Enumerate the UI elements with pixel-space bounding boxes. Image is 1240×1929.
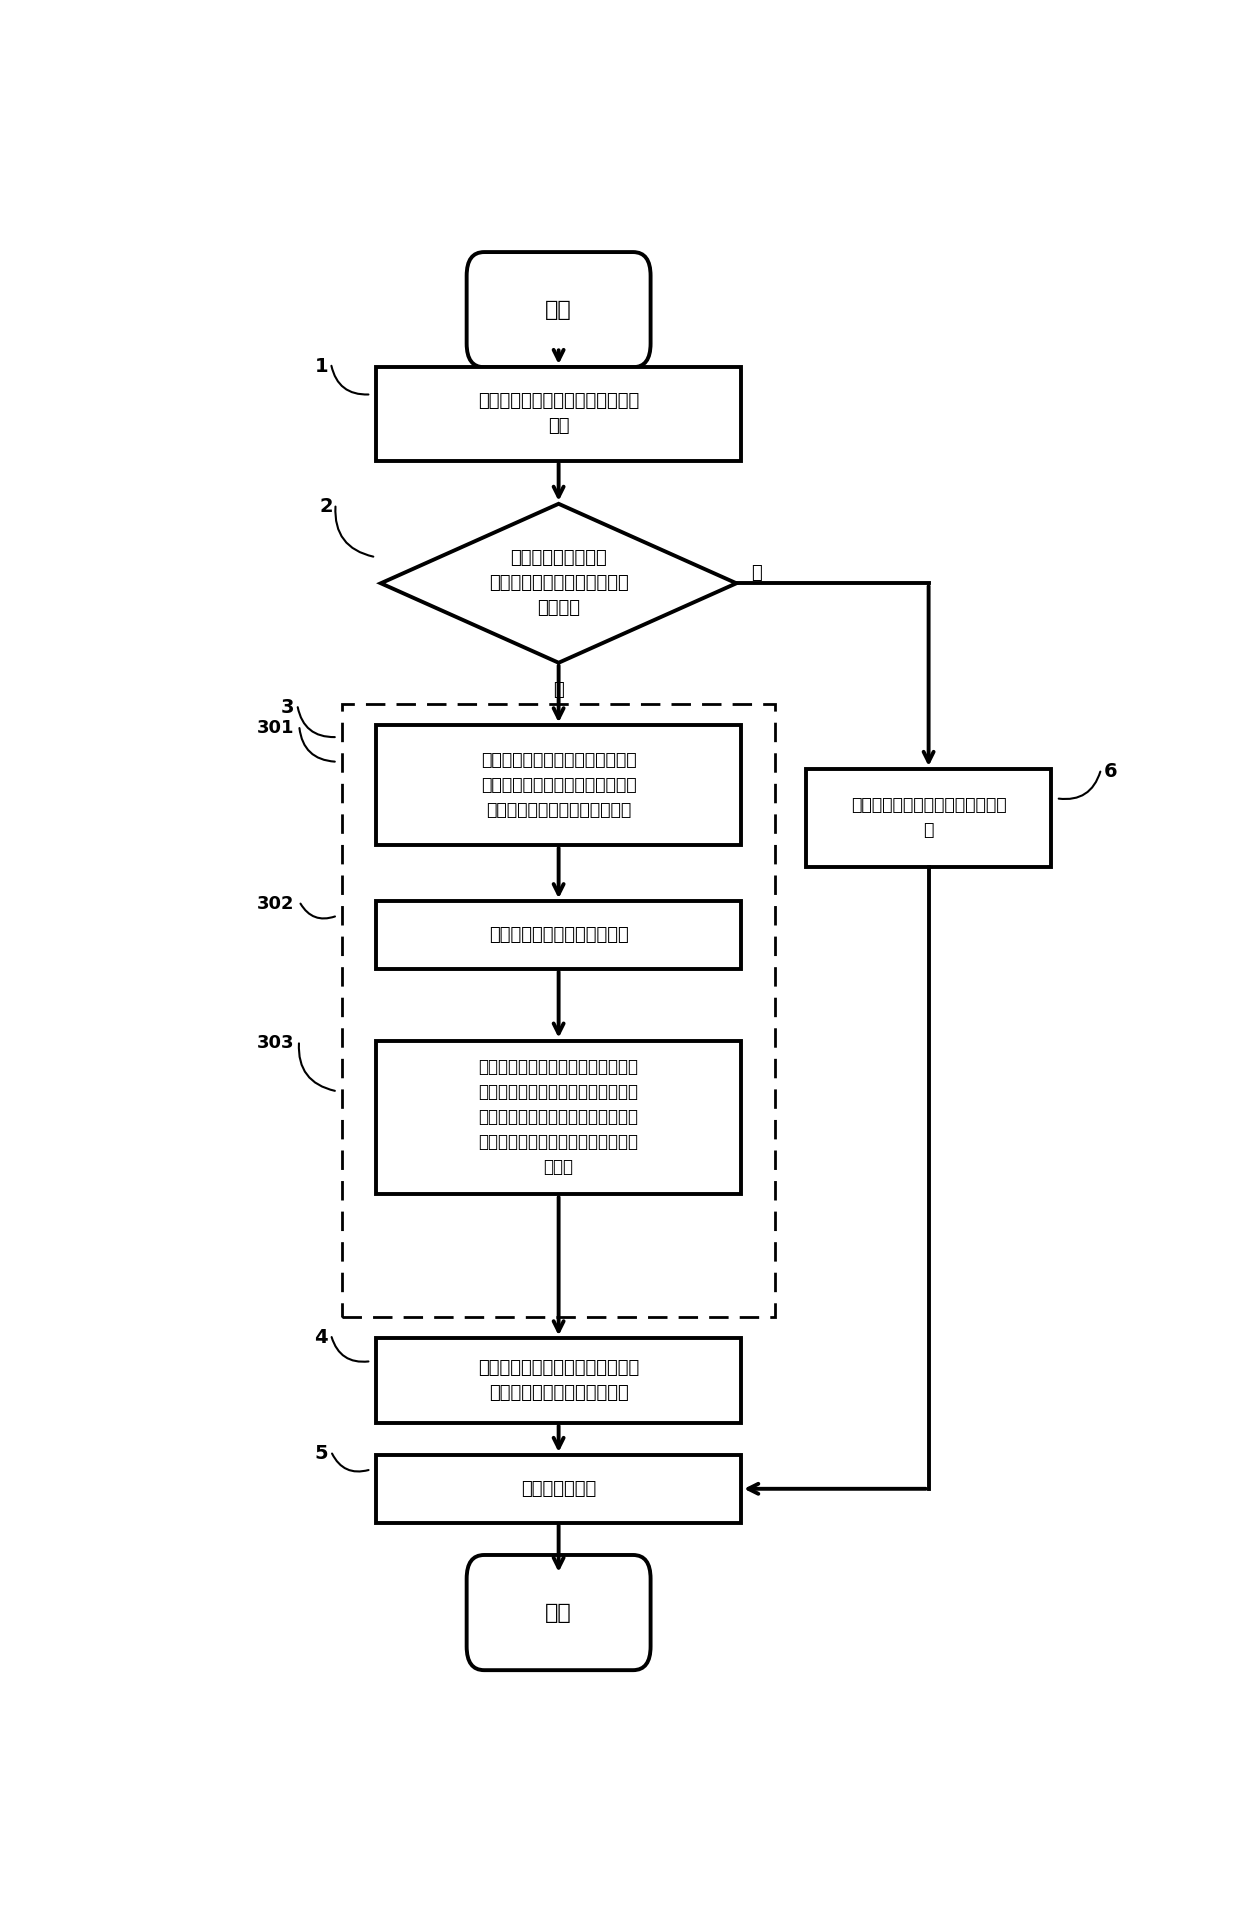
Text: 提示氢系统开启: 提示氢系统开启 [521, 1480, 596, 1497]
FancyBboxPatch shape [376, 1339, 742, 1424]
FancyBboxPatch shape [806, 770, 1052, 866]
Text: 提示燃料电池氢系统需要维护和检
修: 提示燃料电池氢系统需要维护和检 修 [851, 797, 1007, 839]
Text: 3: 3 [280, 698, 294, 718]
Text: 结束: 结束 [546, 1603, 572, 1622]
Text: 按照氢气压力值从低到高的顺序，
依次开启氢系统中的储氢气瓶: 按照氢气压力值从低到高的顺序， 依次开启氢系统中的储氢气瓶 [477, 1360, 640, 1402]
Text: 302: 302 [257, 895, 294, 912]
Text: 获取燃料电池氢系统上次停机时连
接储氢组件和供氢组件的管路中的
管路压力和各个储氢气瓶的温度: 获取燃料电池氢系统上次停机时连 接储氢组件和供氢组件的管路中的 管路压力和各个储… [481, 750, 636, 820]
Text: 判断燃料电池氢系统
上次停机时的状态是否为正常
停机状态: 判断燃料电池氢系统 上次停机时的状态是否为正常 停机状态 [489, 550, 629, 617]
Text: 获取燃料电池氢系统上次停机时的
状态: 获取燃料电池氢系统上次停机时的 状态 [477, 392, 640, 436]
Text: 301: 301 [257, 720, 294, 737]
Text: 开始: 开始 [546, 299, 572, 320]
FancyBboxPatch shape [376, 367, 742, 461]
FancyBboxPatch shape [376, 725, 742, 845]
Text: 根据上次停机时连接储氢组件和供氢
组件的管路中的管路压力和各个储氢
气瓶的温度以及当前各个储氢气瓶的
温度计算当前各个储氢气瓶中的氢气
压力值: 根据上次停机时连接储氢组件和供氢 组件的管路中的管路压力和各个储氢 气瓶的温度以… [479, 1059, 639, 1177]
FancyBboxPatch shape [376, 1454, 742, 1522]
Polygon shape [381, 503, 737, 664]
Text: 2: 2 [319, 498, 332, 517]
Text: 303: 303 [257, 1034, 294, 1051]
FancyBboxPatch shape [466, 253, 651, 367]
Text: 4: 4 [315, 1327, 327, 1346]
FancyBboxPatch shape [376, 901, 742, 968]
Text: 获取当前各个储氢气瓶的温度: 获取当前各个储氢气瓶的温度 [489, 926, 629, 943]
FancyBboxPatch shape [376, 1040, 742, 1194]
Text: 5: 5 [315, 1445, 327, 1464]
Text: 1: 1 [315, 357, 327, 376]
Text: 否: 否 [751, 563, 761, 583]
FancyBboxPatch shape [466, 1555, 651, 1671]
Text: 是: 是 [553, 681, 564, 698]
Text: 6: 6 [1104, 762, 1117, 781]
